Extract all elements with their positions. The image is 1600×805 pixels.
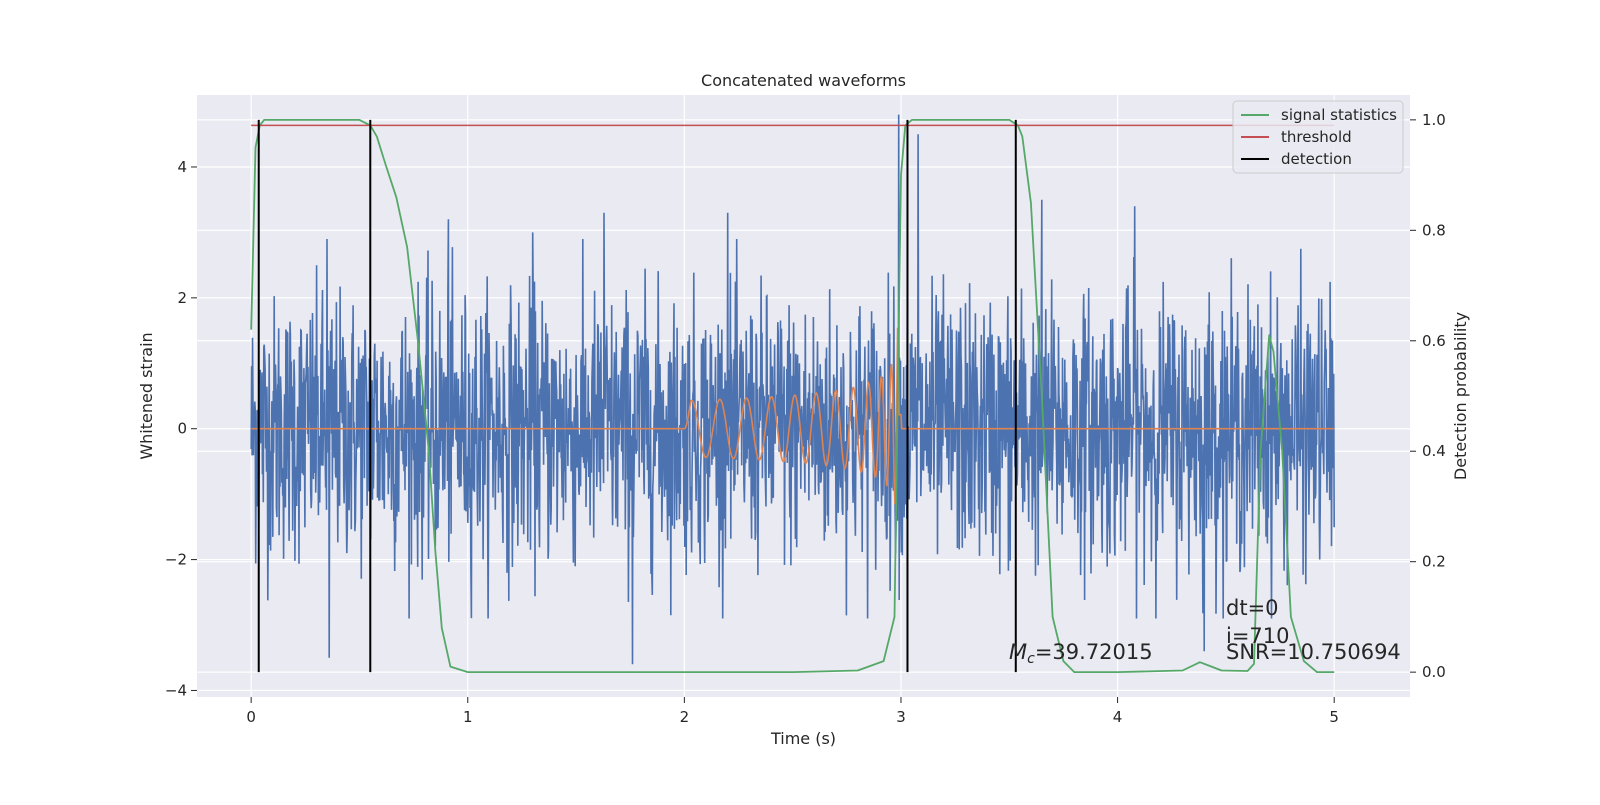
chart-title: Concatenated waveforms <box>701 71 906 90</box>
x-tick-label: 0 <box>246 708 256 726</box>
y2-tick-label: 0.2 <box>1422 553 1446 571</box>
y2-axis-label: Detection probability <box>1451 312 1470 480</box>
detection-series <box>257 119 1017 673</box>
strain-series <box>250 114 1335 665</box>
x-tick-label: 1 <box>463 708 473 726</box>
index-annotation: i=710 <box>1226 624 1290 648</box>
x-tick-label: 4 <box>1113 708 1123 726</box>
y2-tick-label: 0.6 <box>1422 332 1446 350</box>
y-tick-label: 2 <box>177 289 187 307</box>
dt-annotation: dt=0 <box>1226 596 1279 620</box>
legend-label: threshold <box>1281 128 1352 146</box>
snr-annotation: SNR=10.750694 <box>1226 640 1401 664</box>
template-series <box>251 327 1335 505</box>
y-tick-label: 4 <box>177 158 187 176</box>
chirp-mass-subscript: c <box>1027 651 1035 667</box>
y2-tick-label: 1.0 <box>1422 111 1446 129</box>
legend-box <box>1232 100 1404 174</box>
x-tick-label: 3 <box>896 708 906 726</box>
chirp-mass-annotation: Mc=39.72015 <box>1009 640 1153 667</box>
x-axis-label: Time (s) <box>770 729 836 748</box>
axes: 0 1 2 3 4 5 −4 −2 0 2 4 0.0 0.2 0.4 0.6 0.8 1.0 <box>165 111 1446 726</box>
legend: signal statistics threshold detection <box>1232 100 1404 174</box>
y2-tick-label: 0.4 <box>1422 442 1446 460</box>
y-tick-label: −4 <box>165 681 187 699</box>
x-tick-label: 2 <box>680 708 690 726</box>
y2-tick-label: 0.8 <box>1422 221 1446 239</box>
y-tick-label: 0 <box>177 420 187 438</box>
signal-statistics-line <box>250 119 1335 673</box>
plot-area <box>250 114 1335 673</box>
annotations: Mc=39.72015 dt=0 i=710 SNR=10.750694 <box>1009 596 1401 667</box>
chirp-mass-symbol: M <box>1009 640 1027 664</box>
signal-statistics-series <box>250 119 1335 673</box>
y-axis-label: Whitened strain <box>137 332 156 459</box>
y-tick-label: −2 <box>165 551 187 569</box>
strain-line <box>250 114 1335 665</box>
y2-tick-label: 0.0 <box>1422 663 1446 681</box>
x-tick-label: 5 <box>1329 708 1339 726</box>
legend-label: detection <box>1281 150 1352 168</box>
chirp-mass-value: =39.72015 <box>1035 640 1153 664</box>
legend-label: signal statistics <box>1281 106 1397 124</box>
template-line <box>251 327 1335 505</box>
